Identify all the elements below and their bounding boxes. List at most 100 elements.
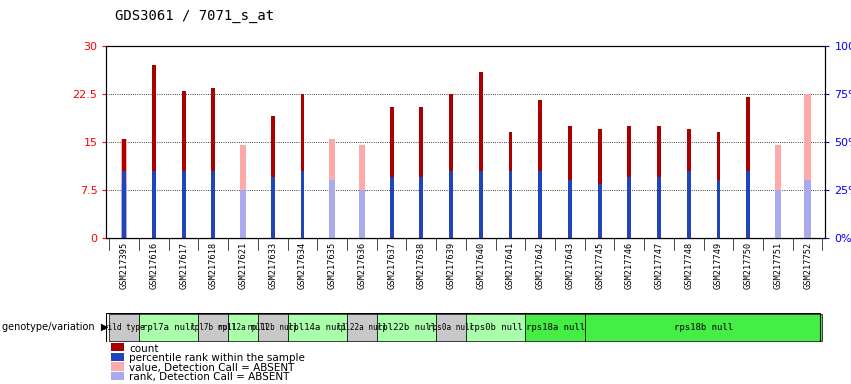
Text: GSM217642: GSM217642 (536, 242, 545, 289)
Bar (627, 177, 631, 238)
Bar (121, 184, 128, 238)
Text: rps18b null: rps18b null (674, 323, 734, 332)
Bar (347, 313, 377, 341)
Bar (240, 190, 246, 238)
Bar (152, 65, 156, 238)
Text: GSM217745: GSM217745 (595, 242, 604, 289)
Text: GSM217747: GSM217747 (654, 242, 664, 289)
Bar (774, 145, 781, 238)
Text: rpl14a null: rpl14a null (288, 323, 347, 332)
Text: GSM217616: GSM217616 (150, 242, 158, 289)
Bar (111, 353, 124, 361)
Bar (657, 126, 661, 238)
Bar (152, 171, 156, 238)
Text: rps0b null: rps0b null (469, 323, 523, 332)
Text: GSM217640: GSM217640 (477, 242, 485, 289)
Text: GDS3061 / 7071_s_at: GDS3061 / 7071_s_at (115, 9, 274, 23)
Text: rpl7b null: rpl7b null (191, 323, 237, 332)
Text: GSM217752: GSM217752 (803, 242, 812, 289)
Bar (300, 94, 305, 238)
Text: GSM217639: GSM217639 (447, 242, 455, 289)
Bar (329, 180, 335, 238)
Bar (717, 180, 721, 238)
Text: GSM217636: GSM217636 (357, 242, 367, 289)
Bar (687, 129, 691, 238)
Text: rpl22b null: rpl22b null (377, 323, 436, 332)
Text: GSM217637: GSM217637 (387, 242, 396, 289)
Text: GSM217395: GSM217395 (120, 242, 129, 289)
Bar (420, 177, 423, 238)
Bar (288, 313, 347, 341)
Bar (449, 171, 453, 238)
Bar (228, 313, 258, 341)
Bar (240, 145, 246, 238)
Bar (774, 190, 781, 238)
Text: count: count (129, 344, 159, 354)
Text: wild type: wild type (103, 323, 145, 332)
Bar (182, 171, 186, 238)
Bar (509, 171, 512, 238)
Bar (525, 313, 585, 341)
Bar (111, 362, 124, 371)
Text: GSM217618: GSM217618 (208, 242, 218, 289)
Text: GSM217643: GSM217643 (565, 242, 574, 289)
Bar (479, 72, 483, 238)
Bar (109, 313, 139, 341)
Bar (211, 171, 215, 238)
Text: GSM217634: GSM217634 (298, 242, 307, 289)
Bar (479, 171, 483, 238)
Bar (300, 171, 305, 238)
Bar (139, 313, 198, 341)
Bar (597, 129, 602, 238)
Bar (466, 313, 525, 341)
Text: rps0a null: rps0a null (428, 323, 474, 332)
Bar (329, 139, 335, 238)
Bar (377, 313, 437, 341)
Bar (111, 372, 124, 380)
Text: value, Detection Call = ABSENT: value, Detection Call = ABSENT (129, 363, 294, 373)
Bar (746, 97, 750, 238)
Text: rank, Detection Call = ABSENT: rank, Detection Call = ABSENT (129, 372, 289, 382)
Text: GSM217641: GSM217641 (506, 242, 515, 289)
Text: rpl22a null: rpl22a null (336, 323, 387, 332)
Bar (627, 126, 631, 238)
Bar (597, 184, 602, 238)
Text: percentile rank within the sample: percentile rank within the sample (129, 353, 306, 363)
Bar (123, 139, 126, 238)
Bar (568, 180, 572, 238)
Bar (657, 177, 661, 238)
Bar (804, 180, 811, 238)
Bar (182, 91, 186, 238)
Text: GSM217749: GSM217749 (714, 242, 723, 289)
Text: GSM217751: GSM217751 (774, 242, 782, 289)
Bar (258, 313, 288, 341)
Bar (358, 190, 365, 238)
Bar (717, 132, 721, 238)
Bar (211, 88, 215, 238)
Bar (539, 101, 542, 238)
Text: rpl12a null: rpl12a null (218, 323, 269, 332)
Bar (539, 171, 542, 238)
Bar (585, 313, 823, 341)
Bar (420, 107, 423, 238)
Bar (449, 94, 453, 238)
Bar (271, 177, 275, 238)
Text: rps18a null: rps18a null (526, 323, 585, 332)
Bar (123, 171, 126, 238)
Bar (568, 126, 572, 238)
Bar (746, 171, 750, 238)
Bar (111, 343, 124, 351)
Bar (121, 139, 128, 238)
Text: GSM217635: GSM217635 (328, 242, 337, 289)
Text: rpl12b null: rpl12b null (248, 323, 298, 332)
Bar (271, 116, 275, 238)
Bar (390, 107, 393, 238)
Bar (804, 94, 811, 238)
Bar (198, 313, 228, 341)
Bar (509, 132, 512, 238)
Text: GSM217748: GSM217748 (684, 242, 694, 289)
Text: GSM217633: GSM217633 (268, 242, 277, 289)
Text: GSM217638: GSM217638 (417, 242, 426, 289)
Text: genotype/variation  ▶: genotype/variation ▶ (2, 322, 108, 333)
Bar (687, 171, 691, 238)
